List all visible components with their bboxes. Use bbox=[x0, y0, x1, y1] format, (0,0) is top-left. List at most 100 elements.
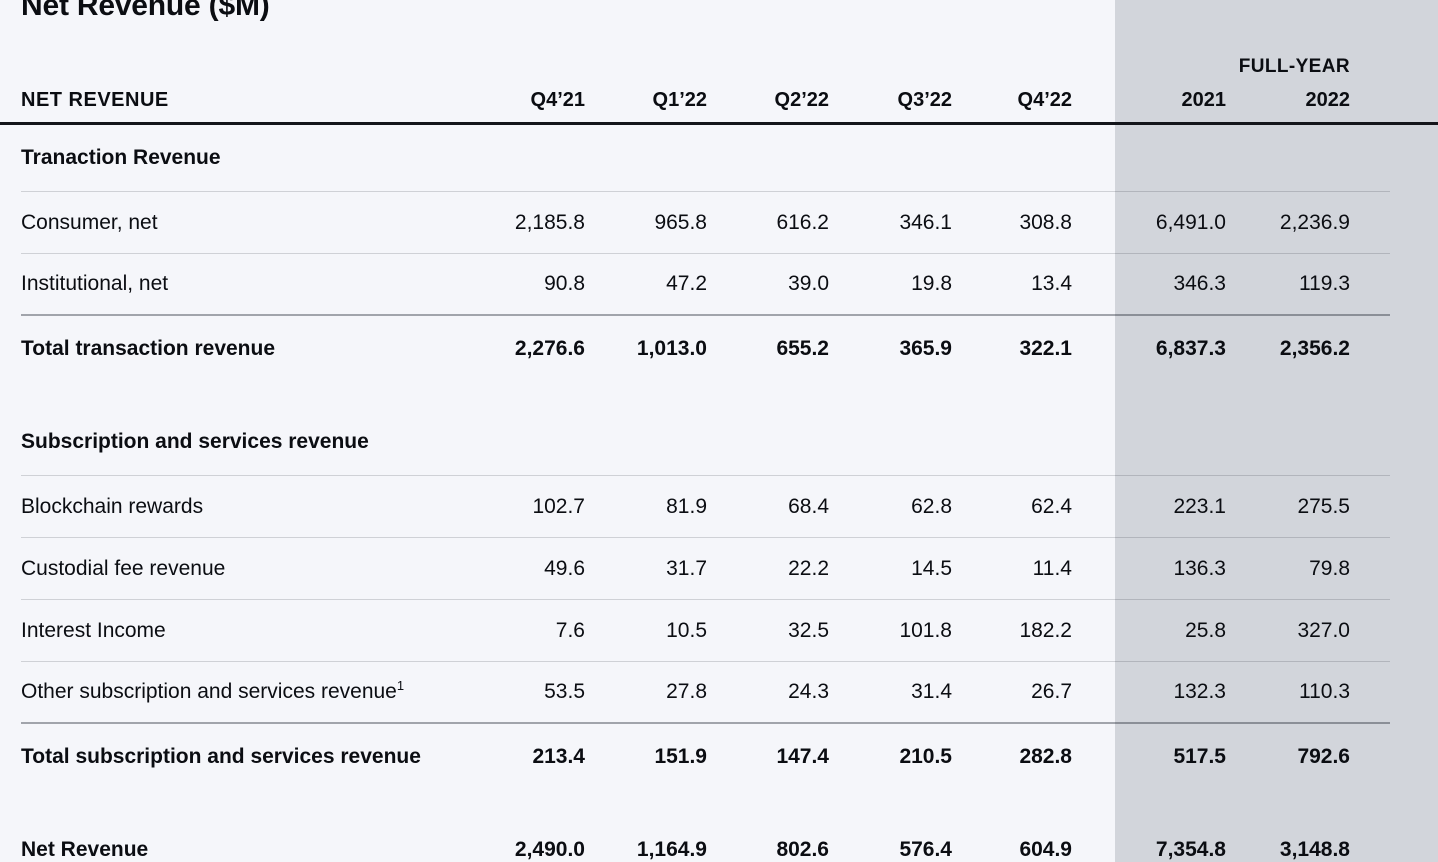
cell-value: 346.1 bbox=[899, 210, 952, 234]
row-label-text: Total subscription and services revenue bbox=[21, 745, 421, 768]
row-label-text: Blockchain rewards bbox=[21, 494, 204, 518]
cell-value: 11.4 bbox=[1032, 556, 1072, 580]
cell-value: 2,490.0 bbox=[514, 838, 585, 861]
cell-value: 22.2 bbox=[788, 556, 829, 580]
cell-value: 101.8 bbox=[899, 618, 952, 642]
cell-value: 119.3 bbox=[1299, 272, 1350, 295]
cell-value: 14.5 bbox=[911, 556, 952, 580]
cell-value: 62.8 bbox=[911, 494, 952, 518]
cell-value: 110.3 bbox=[1299, 680, 1350, 703]
row-label: Institutional, net bbox=[21, 272, 491, 296]
spacer-row bbox=[21, 790, 1390, 817]
row-label-text: Interest Income bbox=[21, 618, 166, 642]
cell-value: 136.3 bbox=[1173, 556, 1226, 580]
row-label-text: Tranaction Revenue bbox=[21, 146, 221, 169]
cell-value: 39.0 bbox=[788, 272, 829, 295]
row-label: Consumer, net bbox=[21, 211, 491, 235]
cell-value: 47.2 bbox=[666, 272, 707, 295]
row-label: Subscription and services revenue bbox=[21, 430, 491, 454]
table-row: Tranaction Revenue bbox=[21, 125, 1390, 192]
cell-value: 576.4 bbox=[899, 838, 952, 861]
row-label-text: Custodial fee revenue bbox=[21, 556, 226, 580]
cell-value: 2,185.8 bbox=[514, 210, 585, 234]
cell-value: 31.7 bbox=[666, 556, 707, 580]
cell-value: 322.1 bbox=[1019, 337, 1072, 360]
column-header-q2-22: Q2’22 bbox=[774, 88, 829, 111]
row-label: Blockchain rewards bbox=[21, 495, 491, 519]
cell-value: 346.3 bbox=[1173, 272, 1226, 295]
cell-value: 79.8 bbox=[1309, 556, 1350, 580]
cell-value: 132.3 bbox=[1173, 680, 1226, 703]
cell-value: 13.4 bbox=[1031, 272, 1072, 295]
cell-value: 81.9 bbox=[666, 494, 707, 518]
cell-value: 1,164.9 bbox=[636, 838, 707, 861]
cell-value: 616.2 bbox=[776, 210, 829, 234]
column-header-q1-22: Q1’22 bbox=[652, 88, 707, 111]
row-label-text: Net Revenue bbox=[21, 838, 149, 861]
row-label-text: Total transaction revenue bbox=[21, 337, 276, 360]
cell-value: 7.6 bbox=[555, 618, 585, 642]
table-row: Consumer, net 2,185.8 965.8 616.2 346.1 … bbox=[21, 192, 1390, 254]
cell-value: 147.4 bbox=[776, 745, 829, 768]
cell-value: 10.5 bbox=[666, 618, 707, 642]
column-header-q4-21: Q4’21 bbox=[530, 88, 585, 111]
cell-value: 32.5 bbox=[788, 618, 829, 642]
cell-value: 517.5 bbox=[1173, 745, 1226, 768]
cell-value: 19.8 bbox=[911, 272, 952, 295]
cell-value: 2,276.6 bbox=[514, 337, 585, 360]
cell-value: 792.6 bbox=[1297, 745, 1350, 768]
cell-value: 210.5 bbox=[899, 745, 952, 768]
cell-value: 604.9 bbox=[1019, 838, 1072, 861]
table-row: Blockchain rewards 102.7 81.9 68.4 62.8 … bbox=[21, 476, 1390, 538]
row-label-text: Other subscription and services revenue bbox=[21, 680, 397, 703]
column-header-net-revenue: NET REVENUE bbox=[21, 88, 169, 111]
table-row: Institutional, net 90.8 47.2 39.0 19.8 1… bbox=[21, 254, 1390, 316]
cell-value: 24.3 bbox=[788, 680, 829, 703]
column-header-fy-2021: 2021 bbox=[1181, 88, 1227, 111]
cell-value: 365.9 bbox=[899, 337, 952, 360]
column-header-q4-22: Q4’22 bbox=[1017, 88, 1072, 111]
cell-value: 965.8 bbox=[654, 210, 707, 234]
table-header-group-row: FULL-YEAR bbox=[21, 42, 1390, 78]
cell-value: 90.8 bbox=[544, 272, 585, 295]
row-label: Tranaction Revenue bbox=[21, 146, 491, 170]
cell-value: 275.5 bbox=[1297, 494, 1350, 518]
row-label: Interest Income bbox=[21, 619, 491, 643]
cell-value: 655.2 bbox=[776, 337, 829, 360]
table-row: Subscription and services revenue bbox=[21, 409, 1390, 476]
cell-value: 62.4 bbox=[1031, 494, 1072, 518]
cell-value: 7,354.8 bbox=[1155, 838, 1226, 861]
spacer-row bbox=[21, 382, 1390, 409]
cell-value: 68.4 bbox=[788, 494, 829, 518]
table-header: FULL-YEAR NET REVENUE Q4’21 Q1’22 Q2’22 … bbox=[0, 42, 1438, 125]
row-label-text: Institutional, net bbox=[21, 272, 169, 295]
row-label: Total subscription and services revenue bbox=[21, 745, 491, 769]
row-label: Other subscription and services revenue1 bbox=[21, 678, 491, 704]
cell-value: 151.9 bbox=[654, 745, 707, 768]
row-label: Custodial fee revenue bbox=[21, 557, 491, 581]
cell-value: 282.8 bbox=[1019, 745, 1072, 768]
table-row: Other subscription and services revenue1… bbox=[21, 662, 1390, 724]
cell-value: 49.6 bbox=[544, 556, 585, 580]
page-title: Net Revenue ($M) bbox=[21, 0, 270, 22]
cell-value: 27.8 bbox=[666, 680, 707, 703]
cell-value: 182.2 bbox=[1019, 618, 1072, 642]
row-label-text: Subscription and services revenue bbox=[21, 430, 369, 453]
table-row: Interest Income 7.6 10.5 32.5 101.8 182.… bbox=[21, 600, 1390, 662]
footnote-marker: 1 bbox=[396, 678, 405, 693]
cell-value: 3,148.8 bbox=[1279, 838, 1350, 861]
full-year-group-header: FULL-YEAR bbox=[1238, 56, 1350, 77]
cell-value: 31.4 bbox=[911, 680, 952, 703]
column-header-q3-22: Q3’22 bbox=[897, 88, 952, 111]
cell-value: 802.6 bbox=[776, 838, 829, 861]
cell-value: 327.0 bbox=[1297, 618, 1350, 642]
cell-value: 1,013.0 bbox=[636, 337, 707, 360]
row-label: Total transaction revenue bbox=[21, 337, 491, 361]
cell-value: 308.8 bbox=[1019, 210, 1072, 234]
cell-value: 213.4 bbox=[532, 745, 585, 768]
table-row: Net Revenue 2,490.0 1,164.9 802.6 576.4 … bbox=[21, 817, 1390, 862]
cell-value: 26.7 bbox=[1031, 680, 1072, 703]
cell-value: 102.7 bbox=[532, 494, 585, 518]
